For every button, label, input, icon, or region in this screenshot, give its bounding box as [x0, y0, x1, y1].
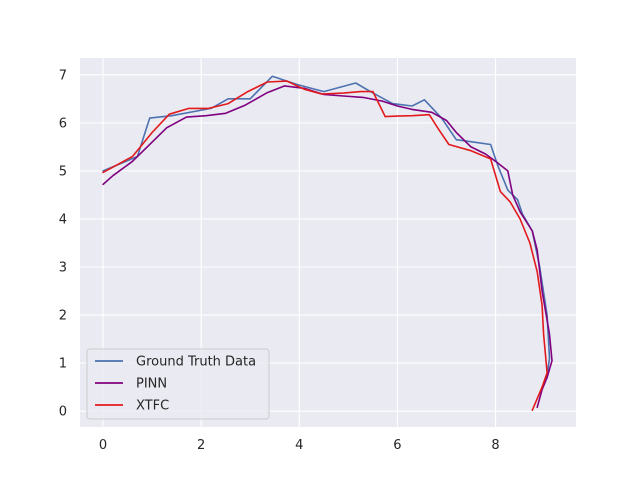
y-tick-label: 3	[59, 261, 67, 276]
legend-label: XTFC	[136, 399, 169, 414]
series-lines	[102, 75, 553, 412]
y-tick-label: 1	[59, 357, 67, 372]
y-tick-label: 0	[59, 405, 67, 420]
legend-box	[86, 348, 270, 420]
y-tick-label: 2	[59, 309, 67, 324]
tick-labels: 0 2 4 6 8 0 1 2 3 4 5 6 7	[59, 68, 500, 453]
grid	[80, 58, 576, 427]
x-tick-label: 6	[393, 438, 401, 453]
x-tick-label: 4	[295, 438, 303, 453]
y-tick-label: 4	[59, 212, 67, 227]
y-tick-label: 6	[59, 116, 67, 131]
series-line-2	[102, 85, 553, 409]
legend-label: Ground Truth Data	[136, 355, 256, 370]
series-line-3	[102, 80, 548, 412]
y-tick-label: 7	[59, 68, 67, 83]
legend: Ground Truth Data PINN XTFC	[86, 348, 270, 420]
y-tick-label: 5	[59, 164, 67, 179]
x-tick-label: 2	[197, 438, 205, 453]
x-tick-label: 8	[491, 438, 499, 453]
legend-label: PINN	[136, 377, 167, 392]
x-tick-label: 0	[99, 438, 107, 453]
